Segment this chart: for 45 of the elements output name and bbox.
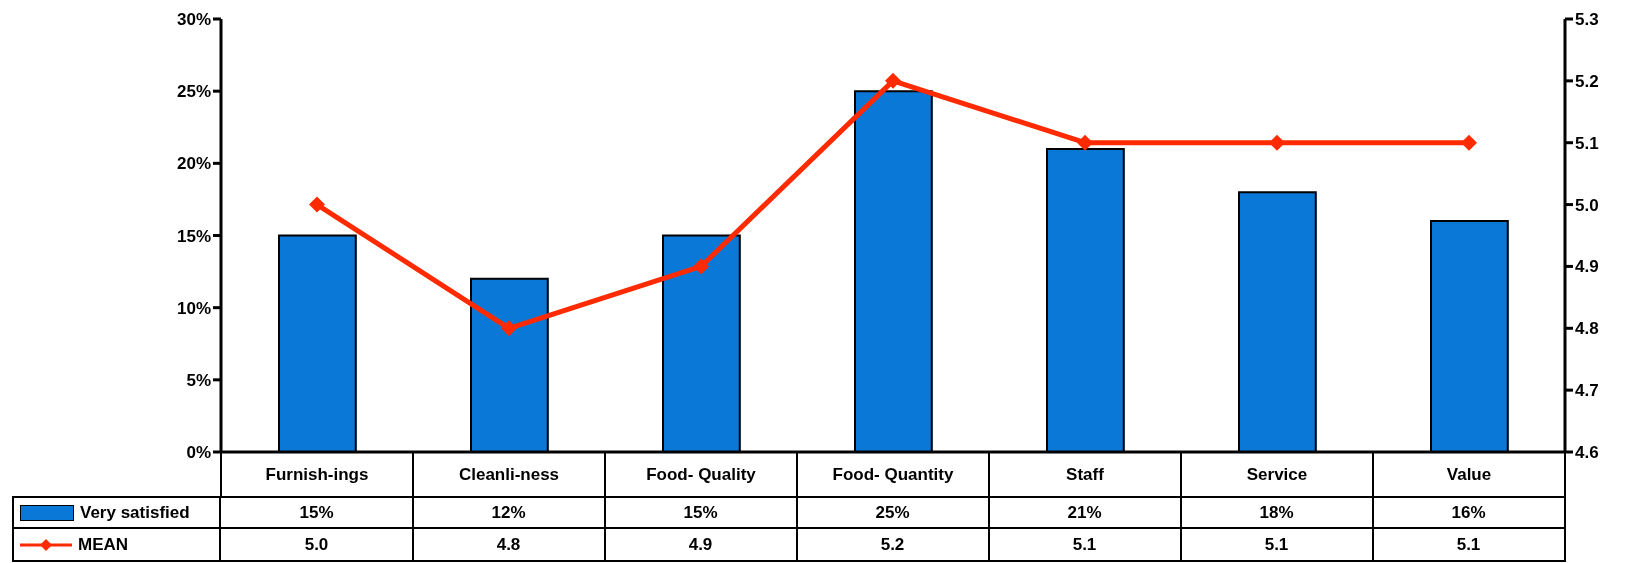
data-label: 4.8 [413,529,606,562]
y-tick-label: 10% [176,298,211,318]
data-label: 5.1 [989,529,1182,562]
data-label: 15% [221,496,414,529]
x-tick-label: Food- Quality [646,465,757,485]
x-tick-label: Cleanli-ness [458,465,560,485]
x-tick-label: Value [1446,465,1492,485]
x-tick-label: Service [1246,465,1308,485]
x-tick-label: Staff [1066,465,1105,485]
x-tick-label: Furnish-ings [265,465,369,485]
data-label: 25% [797,496,990,529]
point [501,320,517,337]
y-tick-label: 15% [176,226,211,246]
y2-tick-label: 5.2 [1575,71,1599,91]
y2-tick-label: 4.6 [1575,443,1599,463]
data-label: 12% [413,496,606,529]
legend-label: Very satisfied [80,502,190,523]
x-tick-label: Food- Quantity [832,465,954,485]
data-label: 18% [1181,496,1374,529]
y2-tick-label: 5.3 [1575,10,1599,30]
data-label: 21% [989,496,1182,529]
legend-label: MEAN [78,534,129,555]
y-tick-label: 20% [176,154,211,174]
y2-tick-label: 4.7 [1575,381,1599,401]
point [1269,134,1285,151]
data-label: 16% [1373,496,1566,529]
data-label: 5.2 [797,529,990,562]
point [693,258,709,275]
y2-tick-label: 4.9 [1575,257,1599,277]
y-tick-label: 25% [176,82,211,102]
y2-tick-label: 4.8 [1575,319,1599,339]
point [1077,134,1093,151]
point [885,72,901,89]
data-label: 5.1 [1181,529,1374,562]
y2-tick-label: 5.1 [1575,133,1599,153]
y-tick-label: 0% [186,443,211,463]
data-label: 15% [605,496,798,529]
y2-tick-label: 5.0 [1575,195,1599,215]
point [309,196,325,213]
y-tick-label: 5% [186,370,211,390]
data-label: 5.0 [221,529,414,562]
point [1461,134,1477,151]
data-label: 4.9 [605,529,798,562]
y-tick-label: 30% [176,10,211,30]
data-label: 5.1 [1373,529,1566,562]
